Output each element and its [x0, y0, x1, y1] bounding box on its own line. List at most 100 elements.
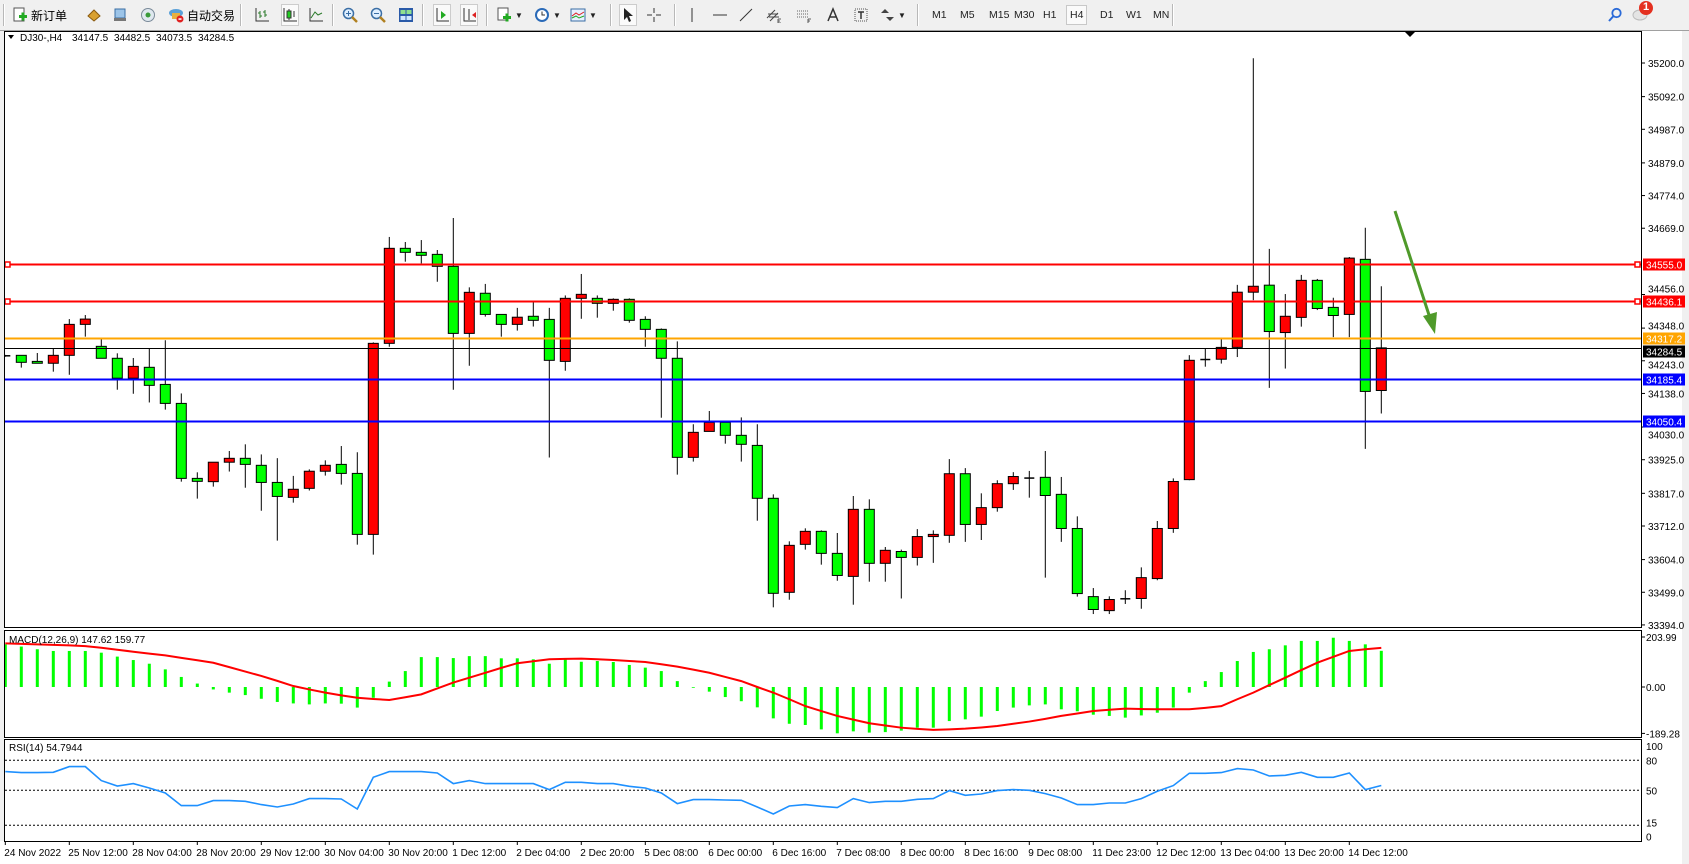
chart-shift-button[interactable]	[460, 4, 478, 26]
candle-body-bear	[447, 265, 459, 334]
macd-histogram-bar	[1107, 687, 1111, 716]
price-tag	[1643, 258, 1685, 271]
rsi-pane[interactable]	[5, 759, 1641, 826]
arrows-button[interactable]: ▼	[879, 5, 906, 25]
macd-histogram-bar	[131, 660, 135, 687]
tile-windows-button[interactable]	[398, 5, 414, 25]
macd-histogram-bar	[611, 662, 615, 687]
candle	[367, 342, 379, 555]
horizontal-line-button[interactable]	[712, 5, 728, 25]
notification-icon: 1	[1632, 0, 1654, 24]
trend-line-button[interactable]	[738, 5, 754, 25]
bar-chart-button[interactable]	[254, 5, 270, 25]
indicators-button[interactable]: ▼	[570, 5, 597, 25]
price-tag	[1643, 295, 1685, 308]
chart-info-symbol: DJ30-,H4	[20, 33, 63, 44]
periods-button[interactable]: ▼	[534, 5, 561, 25]
timeframe-m1[interactable]: M1	[932, 9, 947, 21]
candle-body-bear	[895, 551, 907, 558]
line-handle[interactable]	[1634, 298, 1641, 305]
candle	[1311, 278, 1323, 311]
new-chart-button[interactable]: ▼	[496, 5, 523, 25]
candle-body-bull	[1135, 577, 1147, 599]
candle-body-bear	[495, 313, 507, 325]
search-icon	[1607, 7, 1623, 23]
line-chart-button[interactable]	[308, 5, 324, 25]
time-tick-label: 12 Dec 12:00	[1156, 848, 1216, 859]
timeframe-h4[interactable]: H4	[1066, 5, 1088, 25]
macd-histogram-bar	[723, 687, 727, 698]
auto-trading-button[interactable]: 自动交易	[168, 5, 235, 25]
candle	[671, 341, 683, 475]
candle	[863, 499, 875, 582]
chevron-down-icon[interactable]: ▼	[553, 10, 561, 20]
candle	[159, 340, 171, 410]
macd-histogram-bar	[419, 657, 423, 687]
macd-histogram-bar	[1075, 687, 1079, 712]
new-order-button[interactable]: 新订单	[12, 5, 67, 25]
line-handle[interactable]	[4, 261, 11, 268]
line-handle[interactable]	[4, 298, 11, 305]
timeframe-w1[interactable]: W1	[1126, 9, 1142, 21]
candle-body-bull	[1183, 359, 1195, 481]
chart-info-high: 34482.5	[114, 33, 151, 44]
candle-body-bear	[639, 318, 651, 330]
candle	[543, 307, 555, 458]
navigator-button[interactable]	[112, 5, 128, 25]
candle-body-bull	[991, 483, 1003, 509]
candle	[383, 236, 395, 347]
chart-shift-marker-icon[interactable]	[1405, 32, 1415, 37]
crosshair-button[interactable]	[646, 5, 662, 25]
auto-scroll-button[interactable]	[433, 4, 451, 26]
macd-histogram-bar	[947, 687, 951, 722]
line-handle[interactable]	[1634, 261, 1641, 268]
timeframe-h1[interactable]: H1	[1043, 9, 1057, 21]
crosshair-icon	[646, 7, 662, 23]
price-pane[interactable]	[0, 58, 1641, 615]
macd-label: MACD(12,26,9) 147.62 159.77	[9, 635, 146, 646]
market-watch-button[interactable]	[86, 5, 102, 25]
macd-histogram-bar	[1203, 681, 1207, 687]
chevron-down-icon[interactable]: ▼	[898, 10, 906, 20]
text-label-button[interactable]	[853, 5, 869, 25]
timeframe-m15[interactable]: M15	[989, 9, 1010, 21]
vertical-line-button[interactable]	[684, 5, 700, 25]
candle	[927, 530, 939, 563]
price-tick-label: 34348.0	[1648, 322, 1685, 333]
toolbar-separator	[486, 4, 488, 26]
window-edge	[1682, 31, 1689, 864]
notifications-button[interactable]: 1	[1632, 0, 1654, 24]
auto-trading-label: 自动交易	[187, 8, 236, 23]
timeframe-d1[interactable]: D1	[1100, 9, 1114, 21]
macd-pane[interactable]	[4, 637, 1383, 734]
macd-histogram-bar	[1027, 687, 1031, 706]
zoom-out-button[interactable]	[370, 5, 386, 25]
signals-button[interactable]	[140, 5, 156, 25]
zoom-in-button[interactable]	[342, 5, 358, 25]
toolbar-separator	[3, 4, 5, 26]
fibonacci-button[interactable]	[796, 5, 812, 25]
macd-histogram-bar	[99, 652, 103, 687]
macd-histogram-bar	[1091, 687, 1095, 715]
cursor-button[interactable]	[619, 4, 637, 26]
timeframe-m5[interactable]: M5	[960, 9, 975, 21]
timeframe-m30[interactable]: M30	[1014, 9, 1035, 21]
chart-menu-triangle-icon[interactable]	[8, 35, 14, 39]
candle	[1151, 521, 1163, 581]
chevron-down-icon[interactable]: ▼	[589, 10, 597, 20]
search-button[interactable]	[1607, 5, 1623, 25]
chevron-down-icon[interactable]: ▼	[515, 10, 523, 20]
candle	[1055, 476, 1067, 542]
candlestick-button[interactable]	[281, 4, 299, 26]
text-button[interactable]	[825, 5, 841, 25]
zoom-out-icon	[370, 7, 386, 23]
timeframe-mn[interactable]: MN	[1153, 9, 1170, 21]
candle-body-bull	[463, 291, 475, 334]
rsi-tick-label: 50	[1646, 786, 1658, 797]
candle	[1375, 286, 1387, 414]
equidistant-channel-button[interactable]	[766, 5, 782, 25]
annotation-arrow[interactable]	[1393, 210, 1437, 334]
price-tick-label: 34243.0	[1648, 361, 1685, 372]
candle-body-bull	[1103, 599, 1115, 612]
